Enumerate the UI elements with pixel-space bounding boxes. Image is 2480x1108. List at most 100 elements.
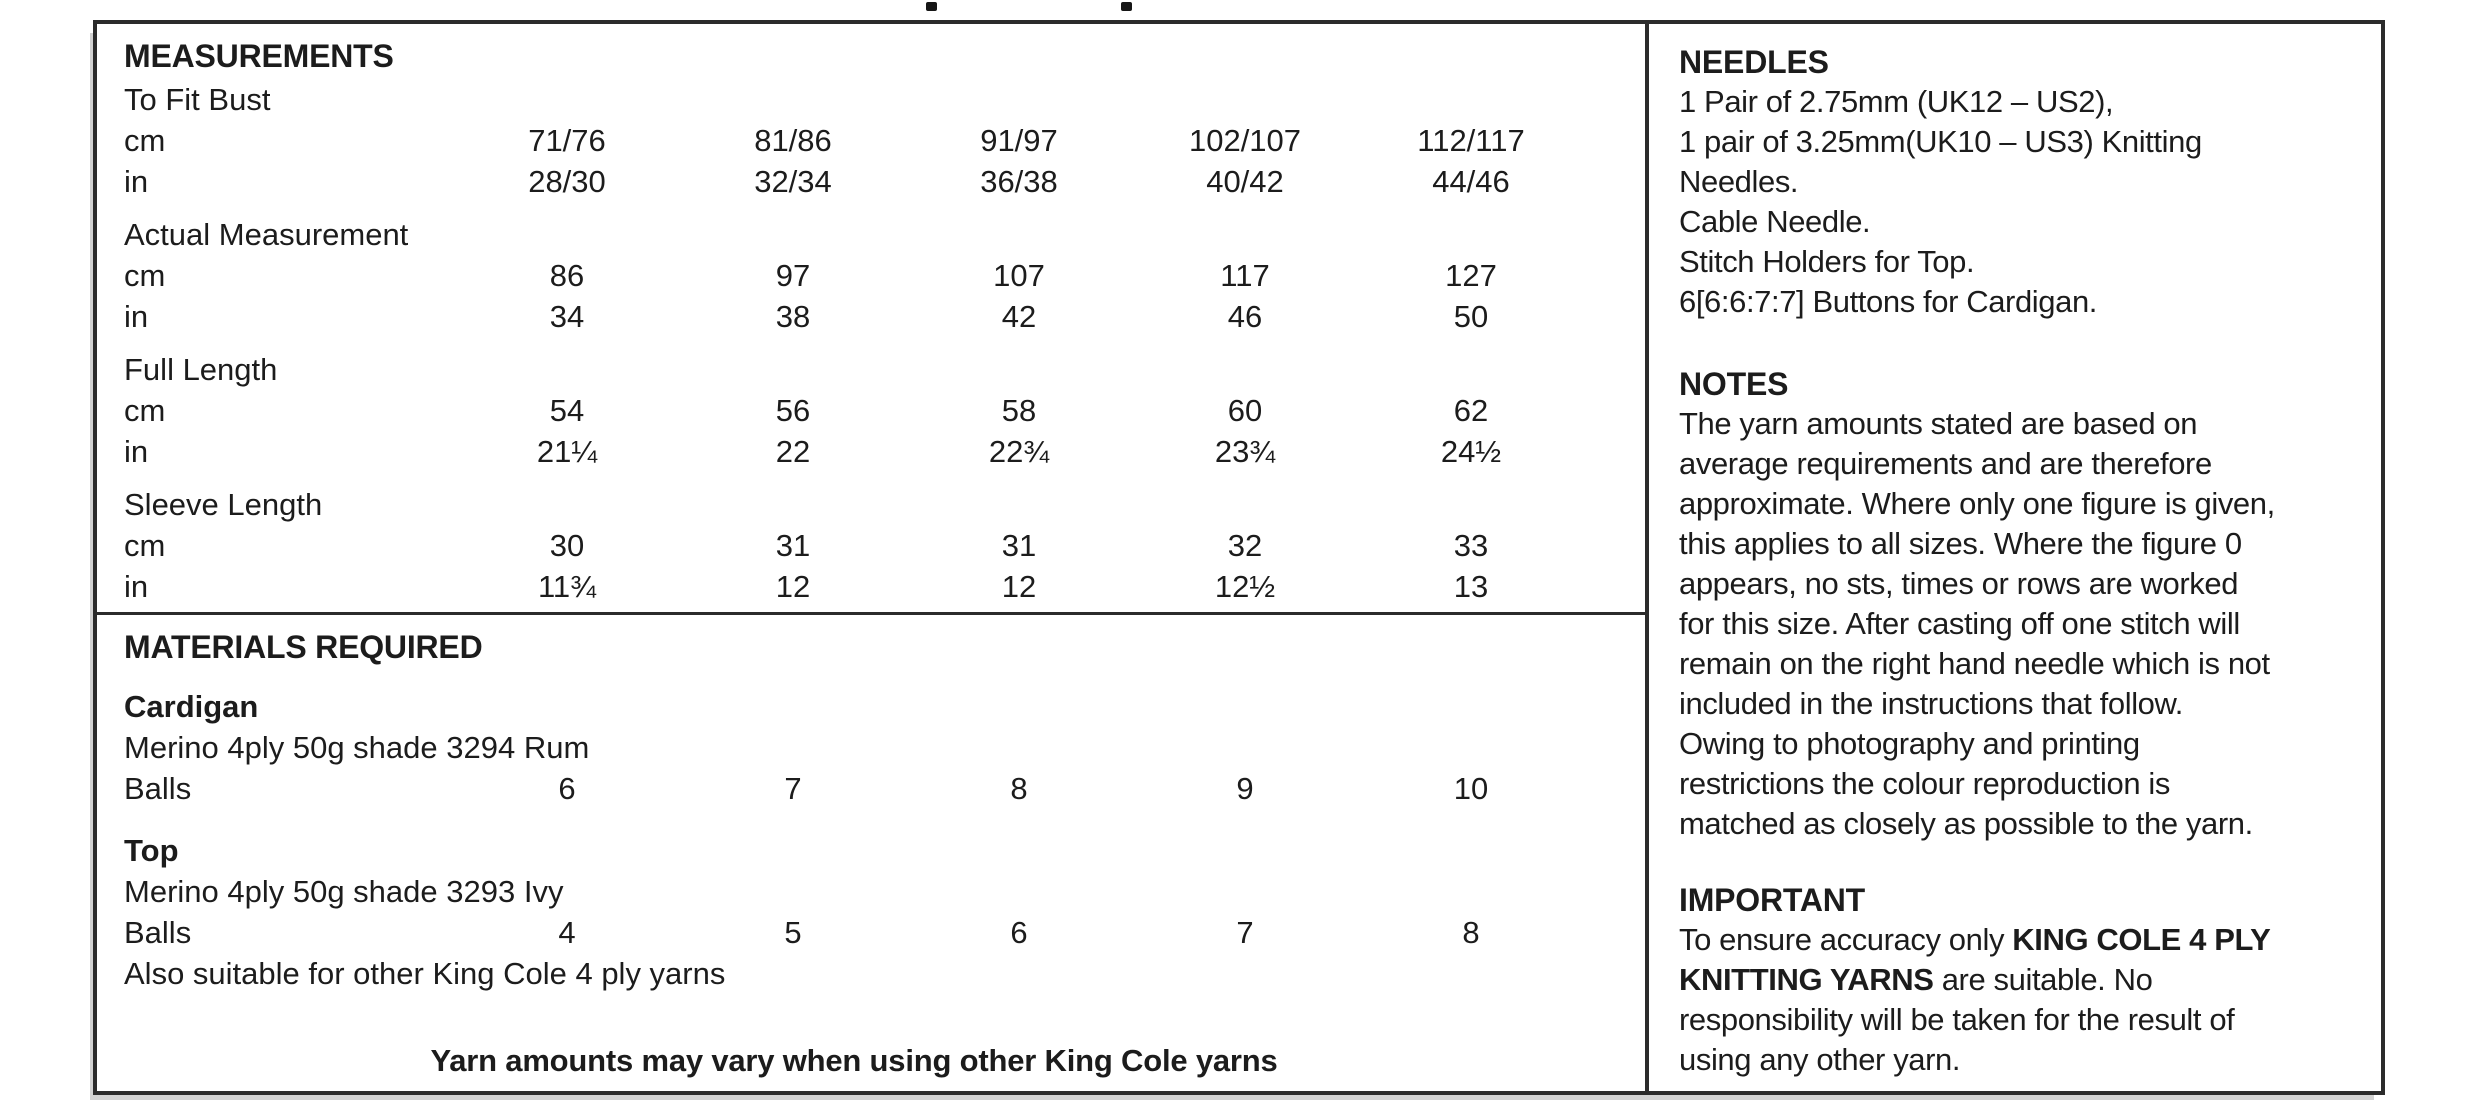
measurement-group: Sleeve Length cm 30 31 31 32 33 in 11¾ 12 12 12½ 13 [124,484,1625,607]
important-segment: using any other yarn. [1679,1042,1961,1077]
balls-value: 9 [1236,771,1254,806]
measurement-value: 81/86 [754,123,832,158]
measurements-section: MEASUREMENTS To Fit Bust cm 71/76 81/86 91/9… [97,24,1645,615]
measurement-value: 31 [775,528,811,563]
measurement-value: 32 [1227,528,1263,563]
measurements-groups: To Fit Bust cm 71/76 81/86 91/97 102/107 112/1… [124,79,1625,607]
important-segment: KNITTING YARNS [1679,962,1934,997]
notes-line: The yarn amounts stated are based on [1679,406,2198,441]
measurement-row: in 34 38 42 46 50 [124,296,1625,337]
notes-line: restrictions the colour reproduction is [1679,766,2170,801]
measurement-value: 21¼ [536,434,598,469]
balls-label: Balls [124,915,192,950]
measurement-value: 60 [1227,393,1263,428]
balls-value: 4 [558,915,576,950]
measurement-value: 36/38 [980,164,1058,199]
balls-value: 8 [1010,771,1028,806]
pattern-info-panel: MEASUREMENTS To Fit Bust cm 71/76 81/86 91/9… [93,20,2385,1095]
measurement-value: 56 [775,393,811,428]
measurements-title: MEASUREMENTS [124,38,394,74]
cropped-character-fragment [1121,2,1132,11]
measurement-value: 107 [993,258,1045,293]
measurement-group: Full Length cm 54 56 58 60 62 in 21¼ 22 22¾ 23¾ 24½ [124,349,1625,472]
needles-line: Cable Needle. [1679,204,1871,239]
measurement-value: 32/34 [754,164,832,199]
measurement-value: 40/42 [1206,164,1284,199]
important-line: using any other yarn. [1679,1040,2355,1080]
measurement-value: 34 [549,299,585,334]
balls-value: 7 [1236,915,1254,950]
measurement-value: 11¾ [537,569,597,604]
measurement-value: 54 [549,393,585,428]
needles-lines: 1 Pair of 2.75mm (UK12 – US2), 1 pair of … [1679,82,2355,322]
notes-line: for this size. After casting off one sti… [1679,606,2240,641]
balls-value: 6 [1010,915,1028,950]
balls-row: Balls 6 7 8 9 10 [124,768,1625,809]
measurement-unit-label: in [124,299,149,334]
notes-line: this applies to all sizes. Where the fig… [1679,526,2242,561]
left-panel: MEASUREMENTS To Fit Bust cm 71/76 81/86 91/9… [97,24,1649,1091]
cropped-character-fragment [926,2,937,11]
measurement-value: 50 [1453,299,1489,334]
balls-value: 8 [1462,915,1480,950]
measurement-group-label: To Fit Bust [124,82,271,117]
materials-items: Cardigan Merino 4ply 50g shade 3294 Rum Ba… [124,686,1625,994]
important-section: IMPORTANT To ensure accuracy only KING C… [1679,880,2355,1080]
material-note: Also suitable for other King Cole 4 ply … [124,956,726,991]
important-segment: responsibility will be taken for the res… [1679,1002,2235,1037]
measurement-row: cm 71/76 81/86 91/97 102/107 112/117 [124,120,1625,161]
needles-line: Needles. [1679,164,1799,199]
measurement-value: 127 [1445,258,1497,293]
notes-line: matched as closely as possible to the ya… [1679,806,2253,841]
notes-line: appears, no sts, times or rows are worke… [1679,566,2239,601]
measurement-unit-label: cm [124,393,166,428]
measurement-row: in 28/30 32/34 36/38 40/42 44/46 [124,161,1625,202]
measurement-unit-label: in [124,434,149,469]
notes-line: included in the instructions that follow… [1679,686,2184,721]
measurement-value: 117 [1220,258,1270,293]
important-line: responsibility will be taken for the res… [1679,1000,2355,1040]
notes-line: average requirements and are therefore [1679,446,2212,481]
material-item: Top Merino 4ply 50g shade 3293 Ivy Balls 4 5… [124,830,1625,994]
measurement-value: 12 [1001,569,1037,604]
measurement-unit-label: cm [124,528,166,563]
measurement-unit-label: cm [124,123,166,158]
balls-row: Balls 4 5 6 7 8 [124,912,1625,953]
measurement-row: in 21¼ 22 22¾ 23¾ 24½ [124,431,1625,472]
measurement-value: 13 [1453,569,1489,604]
balls-value: 6 [558,771,576,806]
important-lines: To ensure accuracy only KING COLE 4 PLY K… [1679,920,2355,1080]
material-item: Cardigan Merino 4ply 50g shade 3294 Rum Ba… [124,686,1625,809]
measurement-value: 22 [775,434,811,469]
important-segment: KING COLE 4 PLY [2012,922,2271,957]
measurement-value: 23¾ [1214,434,1276,469]
important-segment: are suitable. No [1933,962,2153,997]
measurement-value: 62 [1453,393,1489,428]
material-yarn-description: Merino 4ply 50g shade 3293 Ivy [124,874,564,909]
material-name: Cardigan [124,689,259,724]
measurement-value: 24½ [1440,434,1502,469]
notes-lines: The yarn amounts stated are based on aver… [1679,404,2355,844]
measurement-row: cm 30 31 31 32 33 [124,525,1625,566]
notes-section: NOTES The yarn amounts stated are based … [1679,364,2355,844]
measurement-group-label: Actual Measurement [124,217,409,252]
measurement-value: 58 [1001,393,1037,428]
measurement-value: 38 [775,299,811,334]
measurement-value: 31 [1001,528,1037,563]
measurement-group: To Fit Bust cm 71/76 81/86 91/97 102/107 112/1… [124,79,1625,202]
notes-line: remain on the right hand needle which is… [1679,646,2270,681]
measurement-value: 46 [1227,299,1263,334]
measurement-value: 97 [775,258,811,293]
measurement-unit-label: in [124,569,149,604]
needles-line: Stitch Holders for Top. [1679,244,1975,279]
measurement-value: 102/107 [1188,123,1302,158]
needles-line: 1 Pair of 2.75mm (UK12 – US2), [1679,84,2114,119]
measurement-value: 12 [775,569,811,604]
materials-title: MATERIALS REQUIRED [124,629,483,665]
balls-label: Balls [124,771,192,806]
measurement-unit-label: cm [124,258,166,293]
measurement-row: in 11¾ 12 12 12½ 13 [124,566,1625,607]
measurement-value: 44/46 [1432,164,1510,199]
measurement-value: 30 [549,528,585,563]
important-title: IMPORTANT [1679,882,1866,918]
